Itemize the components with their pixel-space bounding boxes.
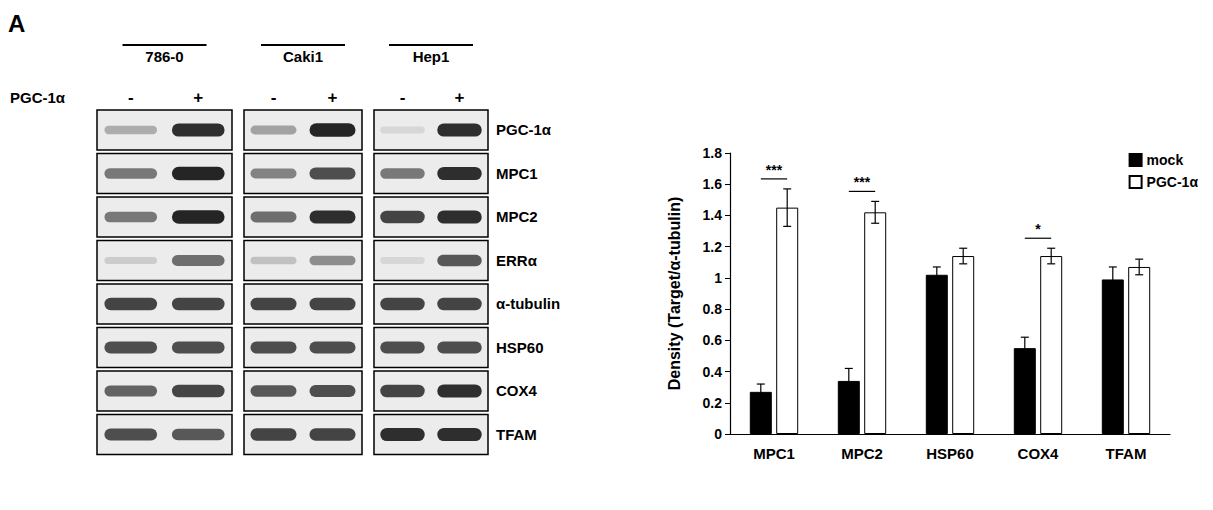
- svg-text:1.8: 1.8: [703, 145, 723, 161]
- svg-text:1.4: 1.4: [703, 207, 723, 223]
- svg-text:-: -: [128, 88, 134, 107]
- svg-text:COX4: COX4: [496, 382, 538, 399]
- svg-text:Hep1: Hep1: [413, 48, 450, 65]
- svg-text:0.8: 0.8: [703, 301, 723, 317]
- svg-text:HSP60: HSP60: [926, 445, 974, 462]
- svg-text:Caki1: Caki1: [283, 48, 323, 65]
- svg-text:***: ***: [854, 174, 871, 190]
- svg-text:0: 0: [714, 426, 722, 442]
- svg-text:HSP60: HSP60: [496, 339, 544, 356]
- svg-text:1.2: 1.2: [703, 239, 723, 255]
- svg-text:786-0: 786-0: [145, 48, 183, 65]
- svg-text:α-tubulin: α-tubulin: [496, 295, 560, 312]
- svg-text:0.2: 0.2: [703, 395, 723, 411]
- svg-text:PGC-1α: PGC-1α: [1147, 174, 1199, 190]
- svg-text:MPC2: MPC2: [841, 445, 883, 462]
- svg-text:1: 1: [714, 270, 722, 286]
- svg-text:Density (Target/α-tubulin): Density (Target/α-tubulin): [666, 197, 683, 391]
- svg-text:MPC2: MPC2: [496, 208, 538, 225]
- svg-text:+: +: [193, 88, 203, 107]
- svg-text:1.6: 1.6: [703, 176, 723, 192]
- svg-text:TFAM: TFAM: [496, 426, 537, 443]
- svg-text:-: -: [271, 88, 277, 107]
- svg-text:PGC-1α: PGC-1α: [496, 121, 552, 138]
- svg-text:+: +: [328, 88, 338, 107]
- svg-text:***: ***: [766, 162, 783, 178]
- svg-text:0.4: 0.4: [703, 364, 723, 380]
- svg-text:MPC1: MPC1: [496, 165, 538, 182]
- svg-text:+: +: [455, 88, 465, 107]
- svg-text:A: A: [8, 10, 25, 37]
- svg-text:-: -: [400, 88, 406, 107]
- svg-text:MPC1: MPC1: [753, 445, 795, 462]
- svg-text:PGC-1α: PGC-1α: [10, 89, 66, 106]
- svg-text:mock: mock: [1147, 152, 1184, 168]
- svg-text:COX4: COX4: [1018, 445, 1060, 462]
- svg-text:*: *: [1035, 221, 1041, 237]
- svg-text:TFAM: TFAM: [1106, 445, 1147, 462]
- svg-text:ERRα: ERRα: [496, 252, 538, 269]
- svg-text:0.6: 0.6: [703, 332, 723, 348]
